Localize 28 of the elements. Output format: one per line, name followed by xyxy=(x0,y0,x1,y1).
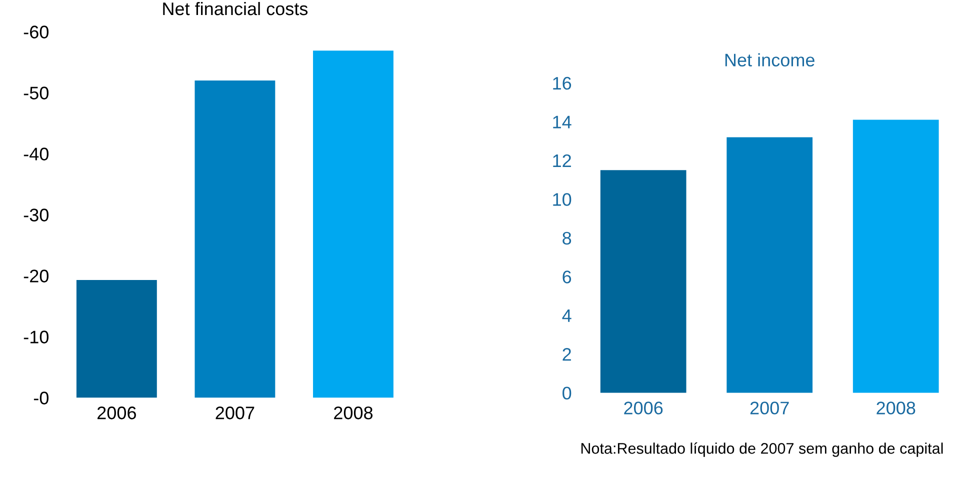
y-tick-label: -40 xyxy=(24,148,49,160)
y-tick-label: 4 xyxy=(562,309,572,322)
y-tick-label: 2 xyxy=(562,348,571,361)
x-tick-label: 2008 xyxy=(334,406,373,420)
chart-title: Net income xyxy=(725,53,814,66)
y-tick-label: -50 xyxy=(24,86,49,100)
bar xyxy=(726,137,813,393)
x-tick-label: 2006 xyxy=(98,406,136,420)
bar xyxy=(852,120,939,393)
x-tick-label: 2007 xyxy=(750,402,789,414)
y-tick-label: -10 xyxy=(24,330,49,344)
y-tick-label: -60 xyxy=(24,26,49,38)
y-tick-label: -20 xyxy=(24,270,49,282)
x-tick-label: 2006 xyxy=(624,402,663,414)
y-tick-label: -0 xyxy=(34,392,48,404)
y-tick-label: -30 xyxy=(24,208,49,222)
x-tick-label: 2007 xyxy=(216,406,254,420)
y-tick-label: 8 xyxy=(562,232,572,245)
y-tick-label: 6 xyxy=(562,270,572,284)
y-tick-label: 12 xyxy=(553,154,571,167)
y-tick-label: 16 xyxy=(553,76,572,90)
text: Nota:Resultado líquido de 2007 sem ganho de capital xyxy=(581,442,943,457)
x-tick-label: 2008 xyxy=(876,402,916,414)
bar xyxy=(600,170,686,393)
y-tick-label: 0 xyxy=(562,386,572,400)
chart-title: Net financial costs xyxy=(163,2,308,16)
y-tick-label: 14 xyxy=(553,116,572,128)
y-tick-label: 10 xyxy=(553,193,572,206)
